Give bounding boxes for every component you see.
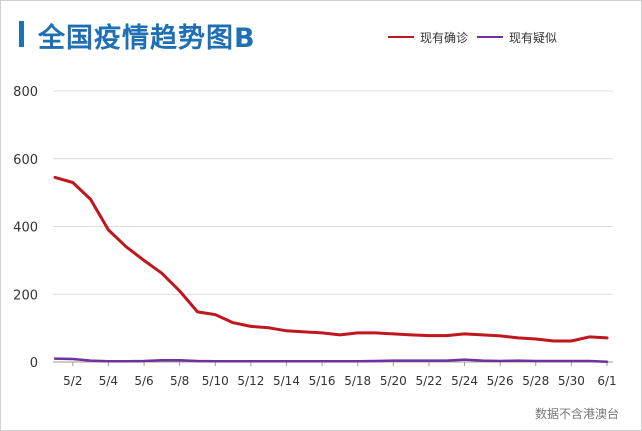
legend-swatch-confirmed xyxy=(388,36,414,38)
x-tick-label: 5/26 xyxy=(487,374,514,388)
x-tick-label: 5/2 xyxy=(63,374,82,388)
y-tick-label: 400 xyxy=(13,221,38,236)
x-tick-label: 5/14 xyxy=(273,374,300,388)
source-note: 数据不含港澳台 xyxy=(534,407,619,421)
x-tick-label: 5/4 xyxy=(99,374,118,388)
x-tick-label: 5/6 xyxy=(134,374,153,388)
x-tick-label: 6/1 xyxy=(597,374,616,388)
y-tick-label: 0 xyxy=(30,356,38,371)
legend-label-suspected: 现有疑似 xyxy=(509,30,558,45)
legend-item-suspected: 现有疑似 xyxy=(477,29,557,45)
series-line-suspected xyxy=(53,357,609,363)
x-tick-label: 5/28 xyxy=(522,374,549,388)
legend-item-confirmed: 现有确诊 xyxy=(388,29,468,45)
y-tick-label: 200 xyxy=(13,288,38,303)
chart-title: 全国疫情趋势图B xyxy=(38,23,256,54)
x-tick-label: 5/30 xyxy=(558,374,585,388)
x-tick-label: 5/16 xyxy=(309,374,336,388)
x-tick-label: 5/22 xyxy=(415,374,442,388)
y-tick-label: 800 xyxy=(13,85,38,100)
x-tick-label: 5/20 xyxy=(380,374,407,388)
series-line-confirmed xyxy=(53,175,609,343)
x-tick-label: 5/18 xyxy=(344,374,371,388)
x-tick-label: 5/8 xyxy=(170,374,189,388)
x-tick-label: 5/10 xyxy=(202,374,229,388)
legend-swatch-suspected xyxy=(477,36,503,38)
y-tick-label: 600 xyxy=(13,153,38,168)
x-tick-label: 5/12 xyxy=(237,374,264,388)
title-accent-bar xyxy=(19,21,24,47)
x-tick-label: 5/24 xyxy=(451,374,478,388)
legend-label-confirmed: 现有确诊 xyxy=(420,30,469,45)
